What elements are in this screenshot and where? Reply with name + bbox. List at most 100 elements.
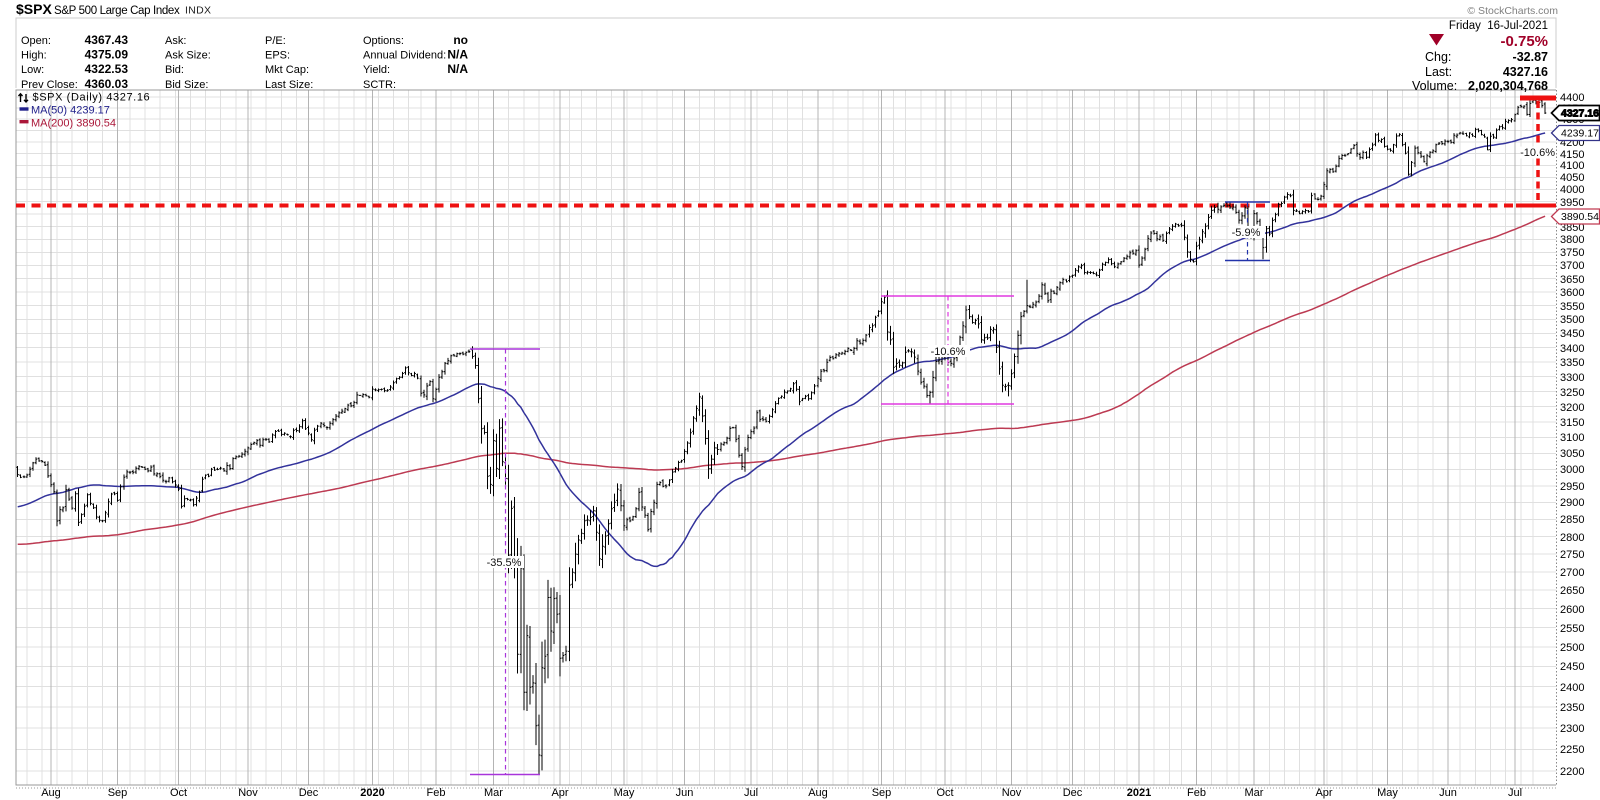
svg-text:4367.43: 4367.43 <box>85 33 129 47</box>
svg-text:2800: 2800 <box>1560 532 1584 544</box>
svg-text:4400: 4400 <box>1560 92 1584 104</box>
svg-text:2850: 2850 <box>1560 514 1584 526</box>
svg-text:2700: 2700 <box>1560 567 1584 579</box>
svg-text:2500: 2500 <box>1560 642 1584 654</box>
svg-text:2200: 2200 <box>1560 766 1584 778</box>
svg-text:3300: 3300 <box>1560 372 1584 384</box>
svg-text:SCTR:: SCTR: <box>363 79 396 91</box>
svg-text:Low:: Low: <box>21 64 44 76</box>
svg-text:3850: 3850 <box>1560 222 1584 234</box>
svg-text:3050: 3050 <box>1560 448 1584 460</box>
svg-text:2250: 2250 <box>1560 744 1584 756</box>
svg-text:4327.16: 4327.16 <box>1561 108 1599 120</box>
svg-text:4322.53: 4322.53 <box>85 62 129 76</box>
svg-text:2950: 2950 <box>1560 481 1584 493</box>
svg-text:3500: 3500 <box>1560 314 1584 326</box>
svg-text:3400: 3400 <box>1560 343 1584 355</box>
svg-text:Mar: Mar <box>484 787 503 799</box>
svg-text:Prev Close:: Prev Close: <box>21 79 78 91</box>
svg-text:-0.75%: -0.75% <box>1500 33 1548 50</box>
svg-text:3650: 3650 <box>1560 274 1584 286</box>
svg-text:Annual Dividend:: Annual Dividend: <box>363 50 446 62</box>
svg-text:Jul: Jul <box>1508 787 1522 799</box>
svg-text:Options:: Options: <box>363 35 404 47</box>
svg-text:Feb: Feb <box>1187 787 1206 799</box>
svg-text:3750: 3750 <box>1560 247 1584 259</box>
svg-text:Sep: Sep <box>108 787 128 799</box>
svg-text:3000: 3000 <box>1560 464 1584 476</box>
svg-text:MA(200) 3890.54: MA(200) 3890.54 <box>31 117 116 129</box>
svg-text:4050: 4050 <box>1560 172 1584 184</box>
svg-text:Jun: Jun <box>676 787 694 799</box>
svg-text:4327.16: 4327.16 <box>1503 65 1548 79</box>
svg-text:Ask Size:: Ask Size: <box>165 50 211 62</box>
svg-text:Chg:: Chg: <box>1425 50 1451 64</box>
svg-text:3890.54: 3890.54 <box>1561 211 1599 223</box>
svg-text:2,020,304,768: 2,020,304,768 <box>1468 79 1548 93</box>
svg-text:Mar: Mar <box>1245 787 1264 799</box>
svg-text:Nov: Nov <box>1002 787 1022 799</box>
svg-text:4239.17: 4239.17 <box>1561 128 1599 140</box>
svg-text:Ask:: Ask: <box>165 35 186 47</box>
svg-text:no: no <box>453 33 468 47</box>
svg-text:-35.5%: -35.5% <box>487 557 522 569</box>
svg-text:Yield:: Yield: <box>363 64 390 76</box>
svg-text:May: May <box>614 787 635 799</box>
svg-text:Oct: Oct <box>936 787 953 799</box>
svg-text:$SPX: $SPX <box>16 1 52 17</box>
svg-text:Aug: Aug <box>41 787 61 799</box>
svg-text:Sep: Sep <box>872 787 892 799</box>
svg-text:-10.6%: -10.6% <box>1520 147 1555 159</box>
svg-text:2020: 2020 <box>360 787 384 799</box>
svg-text:Oct: Oct <box>170 787 187 799</box>
svg-text:Jul: Jul <box>744 787 758 799</box>
svg-text:P/E:: P/E: <box>265 35 286 47</box>
svg-text:2400: 2400 <box>1560 682 1584 694</box>
svg-text:N/A: N/A <box>447 48 468 62</box>
svg-text:3450: 3450 <box>1560 328 1584 340</box>
svg-text:3150: 3150 <box>1560 417 1584 429</box>
svg-text:INDX: INDX <box>185 5 211 17</box>
svg-text:2900: 2900 <box>1560 497 1584 509</box>
svg-text:Open:: Open: <box>21 35 51 47</box>
svg-text:4100: 4100 <box>1560 160 1584 172</box>
svg-text:S&P 500 Large Cap Index: S&P 500 Large Cap Index <box>54 5 180 17</box>
svg-text:Apr: Apr <box>551 787 568 799</box>
svg-text:Bid Size:: Bid Size: <box>165 79 208 91</box>
svg-text:3950: 3950 <box>1560 197 1584 209</box>
svg-text:N/A: N/A <box>447 62 468 76</box>
svg-text:2300: 2300 <box>1560 723 1584 735</box>
svg-text:2750: 2750 <box>1560 549 1584 561</box>
svg-text:2600: 2600 <box>1560 604 1584 616</box>
svg-text:3700: 3700 <box>1560 260 1584 272</box>
svg-text:Nov: Nov <box>238 787 258 799</box>
svg-text:2021: 2021 <box>1127 787 1151 799</box>
svg-text:-10.6%: -10.6% <box>931 346 966 358</box>
svg-text:Dec: Dec <box>299 787 319 799</box>
svg-text:3550: 3550 <box>1560 301 1584 313</box>
svg-text:Last:: Last: <box>1425 65 1452 79</box>
svg-text:2350: 2350 <box>1560 702 1584 714</box>
svg-text:Apr: Apr <box>1315 787 1332 799</box>
svg-text:2650: 2650 <box>1560 585 1584 597</box>
svg-text:Feb: Feb <box>427 787 446 799</box>
svg-text:3100: 3100 <box>1560 432 1584 444</box>
svg-text:EPS:: EPS: <box>265 50 290 62</box>
svg-text:May: May <box>1377 787 1398 799</box>
svg-text:© StockCharts.com: © StockCharts.com <box>1467 5 1558 17</box>
svg-text:4375.09: 4375.09 <box>85 48 129 62</box>
svg-text:-32.87: -32.87 <box>1513 50 1548 64</box>
svg-text:3250: 3250 <box>1560 387 1584 399</box>
svg-text:Friday 16-Jul-2021: Friday 16-Jul-2021 <box>1449 20 1548 32</box>
svg-text:3350: 3350 <box>1560 357 1584 369</box>
svg-text:Bid:: Bid: <box>165 64 184 76</box>
svg-text:2450: 2450 <box>1560 661 1584 673</box>
svg-text:3200: 3200 <box>1560 402 1584 414</box>
svg-text:Mkt Cap:: Mkt Cap: <box>265 64 309 76</box>
svg-text:Aug: Aug <box>808 787 828 799</box>
svg-text:4000: 4000 <box>1560 184 1584 196</box>
svg-text:MA(50) 4239.17: MA(50) 4239.17 <box>31 105 110 117</box>
svg-text:-5.9%: -5.9% <box>1232 227 1261 239</box>
svg-text:Volume:: Volume: <box>1412 79 1457 93</box>
svg-text:$SPX (Daily) 4327.16: $SPX (Daily) 4327.16 <box>33 92 151 104</box>
